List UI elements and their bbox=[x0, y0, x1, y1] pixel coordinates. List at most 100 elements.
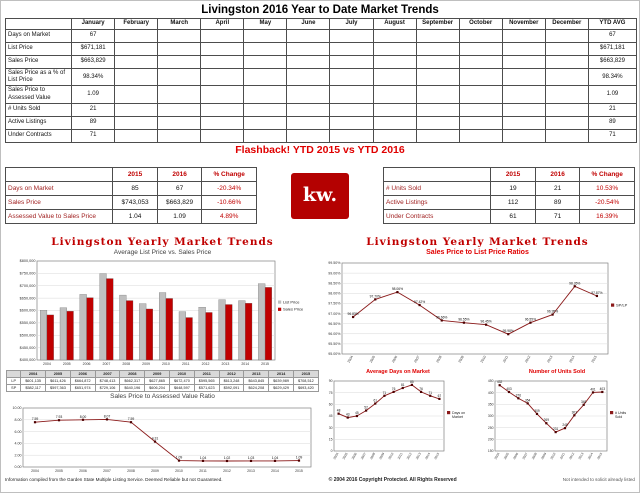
column-header bbox=[382, 167, 492, 183]
column-header: YTD AVG bbox=[587, 18, 638, 30]
svg-text:2014: 2014 bbox=[241, 362, 249, 366]
svg-text:2004: 2004 bbox=[494, 452, 501, 460]
svg-text:$600,000: $600,000 bbox=[19, 308, 35, 312]
svg-text:99.00%: 99.00% bbox=[328, 271, 341, 275]
svg-text:96.83%: 96.83% bbox=[347, 312, 358, 316]
table-row: LP $601,135 $611,426 $664,872 $748,413 $662,3… bbox=[6, 376, 319, 385]
svg-text:2012: 2012 bbox=[568, 452, 575, 460]
value-cell: 1.09 bbox=[156, 209, 203, 225]
svg-text:4.00: 4.00 bbox=[14, 441, 21, 445]
value-cell bbox=[372, 115, 417, 130]
value-cell bbox=[286, 102, 331, 117]
svg-text:$650,000: $650,000 bbox=[19, 296, 35, 300]
value-cell: $592,091 bbox=[218, 383, 245, 392]
svg-text:2014: 2014 bbox=[424, 452, 431, 460]
svg-text:# Units: # Units bbox=[615, 411, 626, 415]
svg-text:2013: 2013 bbox=[247, 469, 255, 473]
column-header: 2011 bbox=[193, 369, 220, 378]
value-cell bbox=[157, 85, 202, 104]
value-cell bbox=[200, 85, 245, 104]
svg-text:96.45%: 96.45% bbox=[480, 319, 491, 323]
value-cell: $671,181 bbox=[71, 42, 116, 56]
value-cell bbox=[114, 85, 159, 104]
value-cell bbox=[286, 85, 331, 104]
value-cell: 89 bbox=[71, 115, 116, 130]
value-cell bbox=[544, 67, 589, 87]
value-cell bbox=[286, 55, 331, 69]
value-cell: $664,872 bbox=[69, 376, 96, 385]
value-cell bbox=[458, 115, 503, 130]
svg-text:Market: Market bbox=[452, 415, 463, 419]
value-cell bbox=[114, 55, 159, 69]
svg-text:0: 0 bbox=[331, 449, 333, 453]
value-cell bbox=[200, 102, 245, 117]
value-cell bbox=[415, 102, 460, 117]
svg-text:7.59: 7.59 bbox=[31, 417, 38, 421]
value-cell bbox=[157, 102, 202, 117]
value-cell bbox=[200, 55, 245, 69]
left-chart-column: Livingston Yearly Market Trends Average … bbox=[5, 235, 320, 475]
svg-text:2013: 2013 bbox=[221, 362, 229, 366]
footer-disclaimer: Information compiled from the Garden Sta… bbox=[5, 476, 223, 482]
table-row: Days on Market 67 67 bbox=[4, 29, 638, 43]
value-cell bbox=[114, 115, 159, 130]
svg-text:85: 85 bbox=[410, 380, 414, 384]
svg-text:2007: 2007 bbox=[102, 362, 110, 366]
row-label: Sales Price as a % of List Price bbox=[4, 67, 73, 87]
svg-text:2015: 2015 bbox=[590, 355, 597, 364]
value-cell bbox=[372, 42, 417, 56]
table-row: Under Contracts 61 71 16.39% bbox=[382, 209, 635, 225]
svg-text:8.07: 8.07 bbox=[103, 414, 110, 418]
svg-text:76: 76 bbox=[419, 387, 423, 391]
days-on-market-panel: Average Days on Market 0 15 30 45 60 75 90 2004… bbox=[322, 369, 475, 464]
value-cell: 71 bbox=[71, 128, 116, 143]
value-cell bbox=[114, 128, 159, 143]
row-label: List Price bbox=[4, 42, 73, 56]
svg-text:2007: 2007 bbox=[522, 452, 529, 460]
svg-text:450: 450 bbox=[488, 379, 494, 383]
svg-text:432: 432 bbox=[497, 380, 503, 384]
value-cell bbox=[544, 115, 589, 130]
value-cell: 1.09 bbox=[71, 85, 116, 104]
svg-text:96.00%: 96.00% bbox=[328, 332, 341, 336]
svg-text:71: 71 bbox=[428, 391, 432, 395]
svg-text:2012: 2012 bbox=[524, 355, 531, 364]
value-cell: 71 bbox=[534, 209, 581, 225]
column-header: 2006 bbox=[69, 369, 96, 378]
value-cell bbox=[372, 55, 417, 69]
value-cell: 98.34% bbox=[587, 67, 638, 87]
svg-text:48: 48 bbox=[337, 408, 341, 412]
value-cell: $648,597 bbox=[169, 383, 195, 392]
svg-text:2011: 2011 bbox=[397, 452, 404, 460]
column-header: August bbox=[372, 18, 417, 30]
svg-text:2006: 2006 bbox=[391, 355, 398, 364]
monthly-trends-table: January February March April May June July Augu… bbox=[4, 18, 638, 143]
value-cell: -20.34% bbox=[201, 181, 257, 197]
svg-text:2008: 2008 bbox=[435, 355, 442, 364]
svg-text:97.87%: 97.87% bbox=[591, 291, 602, 295]
svg-text:96.55%: 96.55% bbox=[524, 317, 535, 321]
svg-text:2010: 2010 bbox=[162, 362, 170, 366]
left-section-title: Livingston Yearly Market Trends bbox=[51, 235, 274, 248]
svg-text:$550,000: $550,000 bbox=[19, 321, 35, 325]
table-row: SP $582,117 $597,363 $651,974 $729,106 $640,1… bbox=[6, 383, 319, 392]
svg-text:2009: 2009 bbox=[378, 452, 385, 460]
value-cell bbox=[501, 115, 546, 130]
value-cell: 19 bbox=[490, 181, 536, 197]
value-cell: $743,053 bbox=[112, 195, 158, 211]
value-cell: $627,865 bbox=[144, 376, 170, 385]
value-cell: 10.53% bbox=[579, 181, 635, 197]
value-cell bbox=[286, 29, 331, 43]
value-cell bbox=[243, 42, 288, 56]
dom-chart-title: Average Days on Market bbox=[366, 368, 430, 375]
svg-text:52: 52 bbox=[364, 405, 368, 409]
svg-text:0.00: 0.00 bbox=[14, 465, 21, 469]
table-row: List Price $671,181 $671,181 bbox=[4, 42, 638, 56]
svg-text:2011: 2011 bbox=[559, 452, 566, 460]
svg-text:95.00%: 95.00% bbox=[328, 352, 341, 356]
table-row: Sales Price to Assessed Value 1.09 1.09 bbox=[4, 85, 638, 104]
value-cell bbox=[544, 85, 589, 104]
flashback-table-left: 2015 2016% Change Days on Market 85 67 -20.34… bbox=[4, 167, 257, 225]
value-cell bbox=[200, 29, 245, 43]
